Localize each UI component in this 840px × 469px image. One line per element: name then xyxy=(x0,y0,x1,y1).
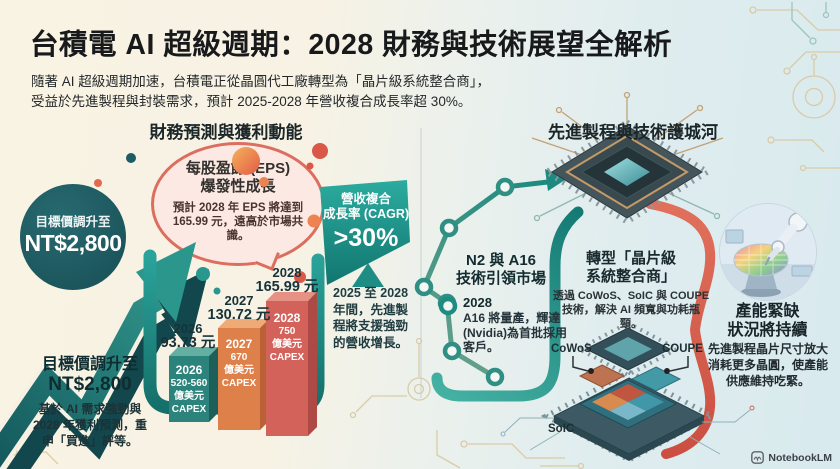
rating-block: 目標價調升至 NT$2,800 基於 AI 需求強勁與 2028 年獲利預測，重… xyxy=(28,350,152,449)
target-price-badge: 目標價調升至 NT$2,800 xyxy=(20,184,126,290)
bar-label-2026: 2026 93.73 元 xyxy=(160,321,216,351)
bar-label-2028: 2028 165.99 元 xyxy=(255,265,319,295)
n2-card-title: N2 與 A16 技術引領市場 xyxy=(455,252,546,287)
label-cowos: CoWoS xyxy=(551,343,592,355)
capacity-card-title: 產能緊缺 狀況將持續 xyxy=(727,303,808,339)
bar-capex-2026: 2026 520-560 億美元 CAPEX xyxy=(170,363,208,416)
rating-body: 基於 AI 需求強勁與 2028 年獲利預測，重申「買進」評等。 xyxy=(32,402,148,448)
rating-value: NT$2,800 xyxy=(48,374,132,395)
rating-title: 目標價調升至 xyxy=(41,356,138,373)
circuit-decoration-top-right xyxy=(749,6,840,172)
target-price-label: 目標價調升至 xyxy=(35,215,111,229)
cagr-banner-text: 營收複合 成長率 (CAGR) >30% xyxy=(322,192,410,252)
brand-footer: NotebookLM xyxy=(751,451,832,464)
red-flow-brace xyxy=(645,199,716,459)
circuit-decoration-middle xyxy=(10,337,585,469)
finance-section-title: 財務預測與獲利動能 xyxy=(149,123,303,142)
n2-body: A16 將量產，輝達(Nvidia)為首批採用客戶。 xyxy=(463,311,568,354)
packaging-stack-illustration xyxy=(500,320,755,463)
target-price-value: NT$2,800 xyxy=(24,230,122,256)
capacity-card-body: 先進製程晶片尺寸放大消耗更多晶圓，使產能供應維持吃緊。 xyxy=(707,342,828,388)
label-leader-lines xyxy=(572,356,689,372)
transform-card-title: 轉型「晶片級 系統整合商」 xyxy=(585,250,676,285)
page-title: 台積電 AI 超級週期：2028 財務與技術展望全解析 xyxy=(30,29,673,61)
up-triangle-icon xyxy=(352,263,384,287)
bar-capex-2027: 2027 670 億美元 CAPEX xyxy=(221,337,257,390)
cagr-banner xyxy=(320,180,410,287)
bar-label-2027: 2027 130.72 元 xyxy=(207,293,271,323)
subtitle-line-2: 受益於先進製程與封裝需求，預計 2025-2028 年營收複合成長率超 30%。 xyxy=(31,94,472,109)
tech-section-title: 先進製程與技術護城河 xyxy=(548,123,718,142)
decorative-dots xyxy=(94,143,328,295)
bar-2026 xyxy=(169,347,218,422)
label-soic: SoIC xyxy=(548,423,575,435)
chip-illustration xyxy=(531,91,724,225)
notebooklm-logo-icon xyxy=(751,451,765,464)
n2-year: 2028 xyxy=(463,295,492,310)
label-coupe: COUPE xyxy=(662,343,703,355)
subtitle-line-1: 隨著 AI 超級週期加速，台積電正從晶圓代工廠轉型為「晶片級系統整合商」， xyxy=(31,74,491,89)
transform-card-body: 透過 CoWoS、SoIC 與 COUPE 技術，解決 AI 頻寬與功耗瓶頸。 xyxy=(552,290,710,330)
eps-bubble-body: 預計 2028 年 EPS 將達到 165.99 元，遠高於市場共識。 xyxy=(172,202,304,242)
teal-flow-line xyxy=(431,206,584,402)
cagr-value: >30% xyxy=(333,224,399,252)
brand-name: NotebookLM xyxy=(768,451,832,464)
eps-bar-chart xyxy=(169,292,317,436)
circuit-decoration-teal xyxy=(791,2,830,45)
bar-2028 xyxy=(266,292,317,436)
bullet-circle-icon xyxy=(438,296,458,316)
growth-note: 2025 至 2028 年間，先進製程將支援強勁的營收增長。 xyxy=(333,286,409,350)
bar-capex-2028: 2028 750 億美元 CAPEX xyxy=(269,311,305,364)
